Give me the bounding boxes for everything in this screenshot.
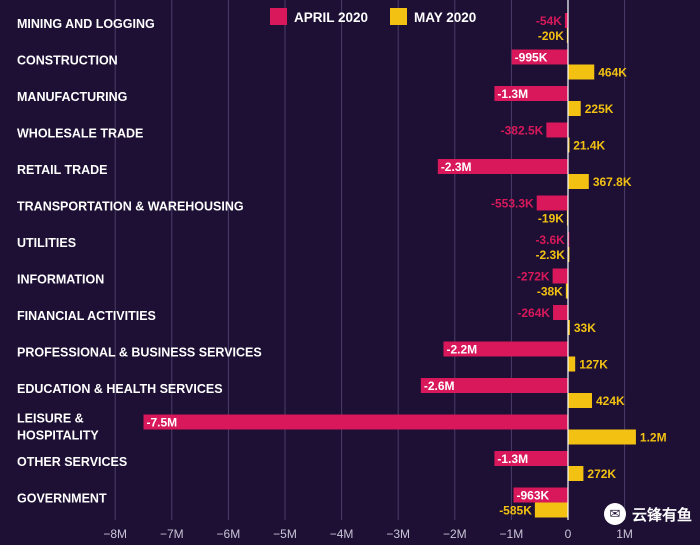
x-tick-label: −2M xyxy=(443,527,467,541)
x-tick-label: −7M xyxy=(160,527,184,541)
may-bar xyxy=(568,393,592,408)
category-label: MANUFACTURING xyxy=(17,90,127,104)
may-value-label: 272K xyxy=(587,467,616,481)
april-value-label: -7.5M xyxy=(147,416,178,430)
legend-label: MAY 2020 xyxy=(414,10,476,25)
april-value-label: -963K xyxy=(516,489,549,503)
wechat-icon: ✉ xyxy=(603,503,626,525)
may-value-label: 225K xyxy=(585,102,614,116)
april-bar xyxy=(546,122,568,138)
april-value-label: -54K xyxy=(536,14,562,28)
may-value-label: 1.2M xyxy=(640,431,667,445)
may-value-label: 367.8K xyxy=(593,175,632,189)
category-label: UTILITIES xyxy=(17,236,76,250)
category-label: RETAIL TRADE xyxy=(17,163,108,177)
april-bar xyxy=(536,195,568,211)
may-value-label: -20K xyxy=(538,29,564,43)
legend-swatch xyxy=(390,8,407,25)
may-value-label: 424K xyxy=(596,394,625,408)
x-tick-label: −4M xyxy=(330,527,354,541)
may-bar xyxy=(568,429,636,445)
april-value-label: -264K xyxy=(517,306,550,320)
category-label: OTHER SERVICES xyxy=(17,455,127,469)
may-value-label: -2.3K xyxy=(536,248,566,262)
category-label: PROFESSIONAL & BUSINESS SERVICES xyxy=(17,346,262,360)
april-value-label: -1.3M xyxy=(497,87,528,101)
category-label: HOSPITALITY xyxy=(17,429,99,443)
april-value-label: -1.3M xyxy=(497,452,528,466)
april-bar xyxy=(420,378,568,393)
april-bar xyxy=(437,159,568,174)
april-value-label: -553.3K xyxy=(491,197,534,211)
legend-swatch xyxy=(270,8,287,25)
x-tick-label: 0 xyxy=(565,527,572,541)
may-bar xyxy=(568,320,570,335)
may-bar xyxy=(534,502,568,518)
april-value-label: -272K xyxy=(517,270,550,284)
category-label: CONSTRUCTION xyxy=(17,54,118,68)
category-label: WHOLESALE TRADE xyxy=(17,127,143,141)
legend-label: APRIL 2020 xyxy=(294,10,368,25)
may-value-label: -585K xyxy=(499,504,532,518)
may-value-label: 33K xyxy=(574,321,596,335)
may-bar xyxy=(568,137,570,153)
may-bar xyxy=(568,466,584,481)
may-bar xyxy=(568,174,589,189)
category-label: GOVERNMENT xyxy=(17,492,107,506)
april-value-label: -382.5K xyxy=(501,124,544,138)
may-bar xyxy=(568,64,595,80)
x-tick-label: −1M xyxy=(500,527,524,541)
category-label: MINING AND LOGGING xyxy=(17,17,155,31)
x-tick-label: −5M xyxy=(273,527,297,541)
category-label: EDUCATION & HEALTH SERVICES xyxy=(17,382,223,396)
watermark: ✉ 云锋有鱼 xyxy=(603,503,692,525)
category-label: INFORMATION xyxy=(17,273,104,287)
april-bar xyxy=(494,86,568,101)
april-bar xyxy=(511,49,568,65)
april-bar xyxy=(513,487,568,503)
may-bar xyxy=(565,283,568,299)
april-bar xyxy=(564,13,568,28)
april-value-label: -2.6M xyxy=(424,379,455,393)
may-value-label: 127K xyxy=(579,358,608,372)
watermark-text: 云锋有鱼 xyxy=(631,505,692,524)
april-bar xyxy=(553,305,568,320)
april-value-label: -2.2M xyxy=(446,343,477,357)
x-tick-label: −6M xyxy=(217,527,241,541)
may-bar xyxy=(568,356,576,372)
may-bar xyxy=(568,101,581,116)
april-value-label: -3.6K xyxy=(535,233,565,247)
category-label: LEISURE & xyxy=(17,412,84,426)
april-value-label: -2.3M xyxy=(441,160,472,174)
may-value-label: -19K xyxy=(538,212,564,226)
may-value-label: -38K xyxy=(537,285,563,299)
april-bar xyxy=(143,414,568,430)
x-tick-label: −3M xyxy=(386,527,410,541)
category-label: TRANSPORTATION & WAREHOUSING xyxy=(17,200,244,214)
april-bar xyxy=(494,451,568,466)
april-bar xyxy=(443,341,568,357)
x-tick-label: −8M xyxy=(103,527,127,541)
x-tick-label: 1M xyxy=(616,527,633,541)
may-value-label: 464K xyxy=(598,66,627,80)
april-value-label: -995K xyxy=(515,51,548,65)
category-label: FINANCIAL ACTIVITIES xyxy=(17,309,156,323)
may-bar xyxy=(567,247,570,262)
april-bar xyxy=(552,268,568,284)
may-value-label: 21.4K xyxy=(573,139,605,153)
